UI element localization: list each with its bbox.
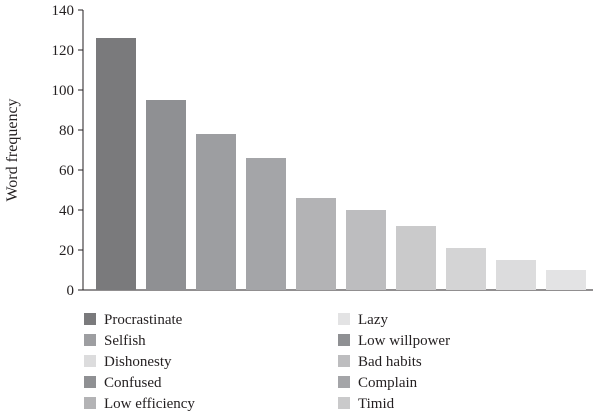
y-axis-title: Word frequency xyxy=(4,98,21,201)
legend-swatch xyxy=(338,376,350,388)
legend-label: Complain xyxy=(358,375,418,391)
legend-swatch xyxy=(338,397,350,409)
y-tick-label: 120 xyxy=(52,43,75,59)
legend-swatch xyxy=(338,355,350,367)
legend-swatch xyxy=(84,313,96,325)
bar-bad-habits xyxy=(446,248,486,290)
y-tick-label: 40 xyxy=(59,203,74,219)
y-tick-label: 60 xyxy=(59,163,74,179)
legend-swatch xyxy=(84,397,96,409)
legend-label: Confused xyxy=(104,375,162,391)
bars xyxy=(96,38,586,290)
legend-swatch xyxy=(84,334,96,346)
legend-swatch xyxy=(84,355,96,367)
bar-timid xyxy=(546,270,586,290)
bar-procrastinate xyxy=(96,38,136,290)
legend-label: Bad habits xyxy=(358,354,422,370)
bar-low-willpower xyxy=(396,226,436,290)
legend-label: Low willpower xyxy=(358,333,450,349)
legend-label: Dishonesty xyxy=(104,354,172,370)
y-ticks: 0 20 40 60 80 100 120 140 xyxy=(52,3,83,299)
legend: Procrastinate Selfish Dishonesty Confused Lo… xyxy=(84,312,450,412)
legend-swatch xyxy=(84,376,96,388)
y-tick-label: 20 xyxy=(59,243,74,259)
bar-complain xyxy=(496,260,536,290)
legend-swatch xyxy=(338,334,350,346)
legend-label: Selfish xyxy=(104,333,146,349)
bar-lazy xyxy=(346,210,386,290)
y-tick-label: 100 xyxy=(52,83,75,99)
bar-dishonesty xyxy=(196,134,236,290)
bar-selfish xyxy=(146,100,186,290)
legend-label: Lazy xyxy=(358,312,388,328)
bar-confused xyxy=(246,158,286,290)
bar-low-efficiency xyxy=(296,198,336,290)
y-tick-label: 80 xyxy=(59,123,74,139)
y-axis: 0 20 40 60 80 100 120 140 xyxy=(52,3,84,299)
legend-label: Procrastinate xyxy=(104,312,183,328)
y-tick-label: 0 xyxy=(67,283,75,299)
legend-swatch xyxy=(338,313,350,325)
legend-label: Low efficiency xyxy=(104,396,195,412)
legend-label: Timid xyxy=(358,396,395,412)
y-tick-label: 140 xyxy=(52,3,75,19)
